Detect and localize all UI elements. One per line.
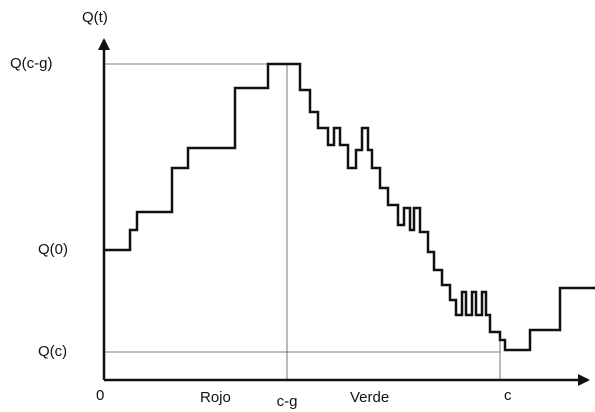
phase-label: Verde (350, 389, 389, 406)
level-label: Q(0) (38, 241, 68, 258)
queue-curve (104, 62, 595, 352)
level-label: Q(c-g) (10, 55, 53, 72)
y-axis-label: Q(t) (82, 9, 108, 26)
time-label: c-g (277, 393, 298, 410)
origin-label: 0 (96, 387, 104, 404)
guide-lines (104, 63, 501, 380)
level-label: Q(c) (38, 343, 67, 360)
phase-label: Rojo (200, 389, 231, 406)
time-label: c (504, 387, 512, 404)
